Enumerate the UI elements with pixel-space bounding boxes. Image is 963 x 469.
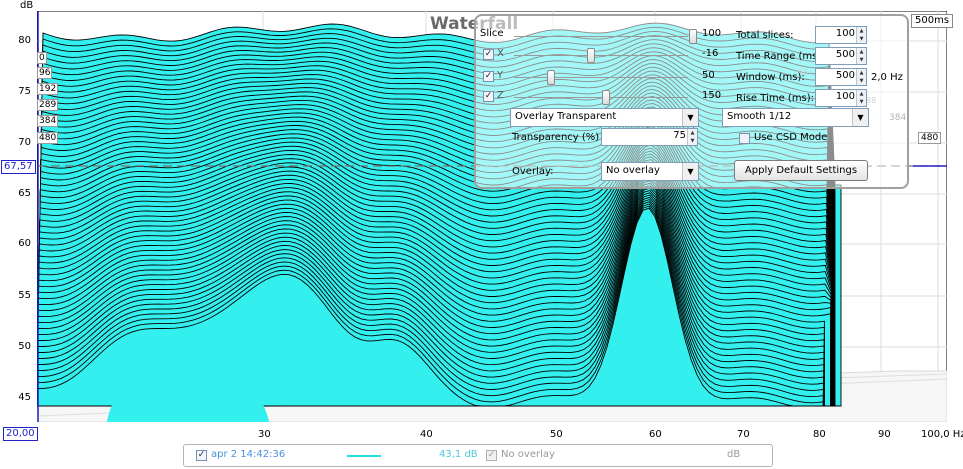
chevron-down-icon: ▼ <box>852 109 868 126</box>
spinner-arrows-icon[interactable]: ▲ ▼ <box>856 69 866 85</box>
x-tick-50: 50 <box>550 429 563 440</box>
window-value: 500 <box>835 70 855 81</box>
x-cursor-label[interactable]: 20,00 <box>3 427 38 441</box>
slice-label-right: 480 <box>918 132 942 144</box>
slice-label: 480 <box>37 132 59 144</box>
z-slider-thumb[interactable] <box>602 90 610 105</box>
slice-label: 96 <box>37 67 53 79</box>
y-tick-50: 50 <box>18 341 31 352</box>
z-slider-track[interactable] <box>514 97 688 98</box>
measurement-value: 43,1 dB <box>439 449 478 460</box>
overlay-mode-value: Overlay Transparent <box>515 111 617 122</box>
y-cursor-label[interactable]: 67,57 <box>1 160 36 174</box>
overlay-name: No overlay <box>501 449 555 460</box>
x-tick-30: 30 <box>258 429 271 440</box>
chevron-down-icon: ▼ <box>682 109 698 126</box>
spinner-arrows-icon[interactable]: ▲ ▼ <box>856 27 866 43</box>
measurement-name[interactable]: apr 2 14:42:36 <box>211 449 286 460</box>
time-range-label: Time Range (ms): <box>736 51 825 62</box>
slice-value: 100 <box>702 28 722 39</box>
measurement-line-swatch <box>347 455 381 457</box>
transparency-spinner[interactable]: 75 ▲ ▼ <box>601 128 698 146</box>
total-slices-value: 100 <box>835 28 855 39</box>
x-tick-60: 60 <box>649 429 662 440</box>
window-frequency: 2,0 Hz <box>871 72 903 83</box>
waterfall-slice <box>36 207 823 407</box>
y-rotation-value: 50 <box>702 70 715 81</box>
x-axis-checkbox[interactable]: ✓ <box>483 49 494 60</box>
rise-time-label: Rise Time (ms): <box>736 93 815 104</box>
time-range-corner-label: 500ms <box>911 14 954 28</box>
smoothing-select[interactable]: Smooth 1/12 ▼ <box>722 108 869 127</box>
overlay-unit: dB <box>727 449 741 460</box>
spinner-arrows-icon[interactable]: ▲ ▼ <box>856 48 866 64</box>
x-tick-40: 40 <box>420 429 433 440</box>
y-rotation-label: Y <box>497 70 504 81</box>
y-tick-65: 65 <box>18 188 31 199</box>
x-tick-100: 100,0 Hz <box>921 429 963 440</box>
slice-label: 289 <box>37 99 59 111</box>
y-tick-60: 60 <box>18 238 31 249</box>
slice-label: 384 <box>37 115 59 127</box>
y-axis-checkbox[interactable]: ✓ <box>483 71 494 82</box>
measurement-visible-checkbox[interactable]: ✓ <box>196 450 207 461</box>
spinner-arrows-icon[interactable]: ▲ ▼ <box>687 129 697 145</box>
slice-slider-track[interactable] <box>514 36 688 37</box>
x-tick-70: 70 <box>737 429 750 440</box>
total-slices-label: Total slices: <box>736 30 794 41</box>
z-axis-checkbox[interactable]: ✓ <box>483 91 494 102</box>
overlay-select[interactable]: No overlay ▼ <box>601 162 699 181</box>
transparency-label: Transparency (%) <box>512 132 600 143</box>
overlay-visible-checkbox[interactable]: ✓ <box>486 450 497 461</box>
y-tick-75: 75 <box>18 86 31 97</box>
y-tick-80: 80 <box>18 35 31 46</box>
x-rotation-label: X <box>497 48 504 59</box>
window-label: Window (ms): <box>736 72 805 83</box>
y-unit-label: dB <box>20 0 34 11</box>
total-slices-spinner[interactable]: 100 ▲ ▼ <box>815 26 867 44</box>
x-tick-80: 80 <box>813 429 826 440</box>
slice-label: 192 <box>37 83 59 95</box>
waterfall-controls-panel: Slice 100 ✓ X -16 ✓ Y 50 ✓ Z 150 Overlay… <box>474 14 909 189</box>
x-rotation-value: -16 <box>702 48 719 59</box>
chevron-down-icon: ▼ <box>682 163 698 180</box>
x-slider-track[interactable] <box>514 55 688 56</box>
rise-time-value: 100 <box>835 91 855 102</box>
smoothing-value: Smooth 1/12 <box>727 111 792 122</box>
waterfall-front-blob <box>107 359 269 422</box>
y-tick-55: 55 <box>18 290 31 301</box>
y-slider-thumb[interactable] <box>547 70 555 85</box>
overlay-mode-select[interactable]: Overlay Transparent ▼ <box>510 108 699 127</box>
slice-slider-thumb[interactable] <box>689 29 697 44</box>
spinner-arrows-icon[interactable]: ▲ ▼ <box>856 90 866 106</box>
y-slider-track[interactable] <box>514 77 688 78</box>
slice-label: 0 <box>37 52 47 64</box>
window-spinner[interactable]: 500 ▲ ▼ <box>815 68 867 86</box>
time-range-value: 500 <box>835 49 855 60</box>
slice-label: Slice <box>480 28 504 39</box>
y-tick-70: 70 <box>18 137 31 148</box>
overlay-label: Overlay: <box>512 166 554 177</box>
measurement-legend: ✓ apr 2 14:42:36 43,1 dB ✓ No overlay dB <box>183 444 773 467</box>
z-rotation-label: Z <box>497 90 504 101</box>
csd-mode-label: Use CSD Mode <box>754 132 828 143</box>
z-rotation-value: 150 <box>702 90 722 101</box>
time-range-spinner[interactable]: 500 ▲ ▼ <box>815 47 867 65</box>
x-slider-thumb[interactable] <box>587 48 595 63</box>
csd-mode-checkbox[interactable] <box>739 133 750 144</box>
overlay-value: No overlay <box>606 165 660 176</box>
x-tick-90: 90 <box>878 429 891 440</box>
transparency-value: 75 <box>673 130 686 141</box>
rise-time-spinner[interactable]: 100 ▲ ▼ <box>815 89 867 107</box>
apply-default-settings-button[interactable]: Apply Default Settings <box>734 160 868 181</box>
y-tick-45: 45 <box>18 392 31 403</box>
